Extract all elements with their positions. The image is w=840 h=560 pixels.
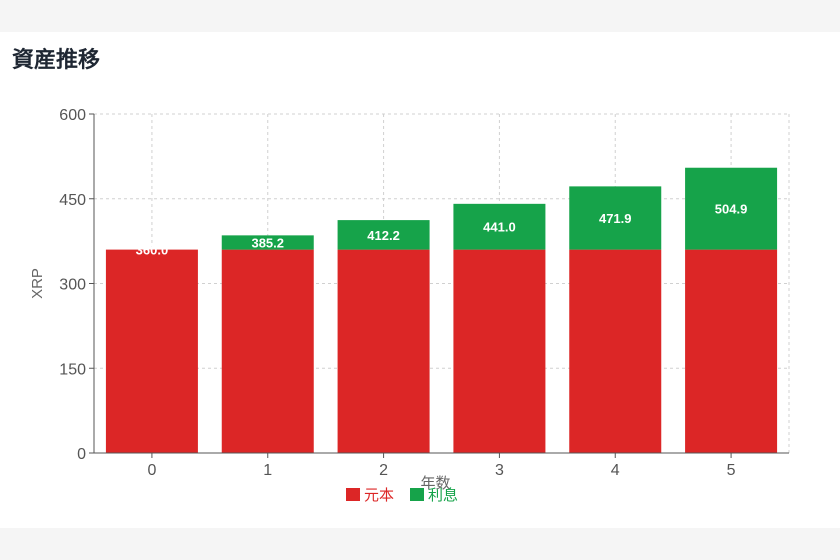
x-tick-label: 3 [495,462,504,479]
legend-label: 利息 [428,486,458,504]
bar-interest [569,186,662,250]
bar-principal [337,249,430,453]
bar-interest [685,167,778,250]
bar-interest [453,203,546,250]
bar-principal [221,249,314,453]
total-label: 471.9 [599,211,632,226]
total-label: 385.2 [251,235,284,250]
bar-interest [221,235,314,250]
y-tick-label: 150 [59,361,86,378]
page-title: 資産推移 [12,48,101,73]
bar-principal [685,249,778,453]
asset-chart: 0 150 300 450 600 360.0 0 385.2 1 412.2 2 441.0 3 471… [29,107,790,504]
x-tick-label: 2 [379,462,388,479]
y-tick-label: 300 [59,277,86,294]
total-label: 412.2 [367,228,400,243]
legend-swatch [410,488,424,501]
total-label: 504.9 [715,202,748,217]
x-axis-title: 年数 [420,474,450,492]
bar-principal [569,249,662,453]
y-tick-label: 0 [77,446,86,463]
bar-principal [453,249,546,453]
y-tick-label: 600 [59,107,86,124]
x-tick-label: 4 [611,462,620,479]
total-label: 360.0 [136,243,169,258]
x-tick-label: 5 [727,462,736,479]
chart-card: 資産推移 0 150 300 450 600 360.0 0 385.2 1 412.2 2 441.… [0,32,840,528]
x-tick-label: 0 [147,462,156,479]
legend-label: 元本 [364,486,394,504]
y-tick-label: 450 [59,192,86,209]
x-tick-label: 1 [263,462,272,479]
bar-interest [337,220,430,250]
total-label: 441.0 [483,220,516,235]
y-axis-title: XRP [29,268,46,299]
bar-principal [105,249,198,453]
legend-swatch [346,488,360,501]
